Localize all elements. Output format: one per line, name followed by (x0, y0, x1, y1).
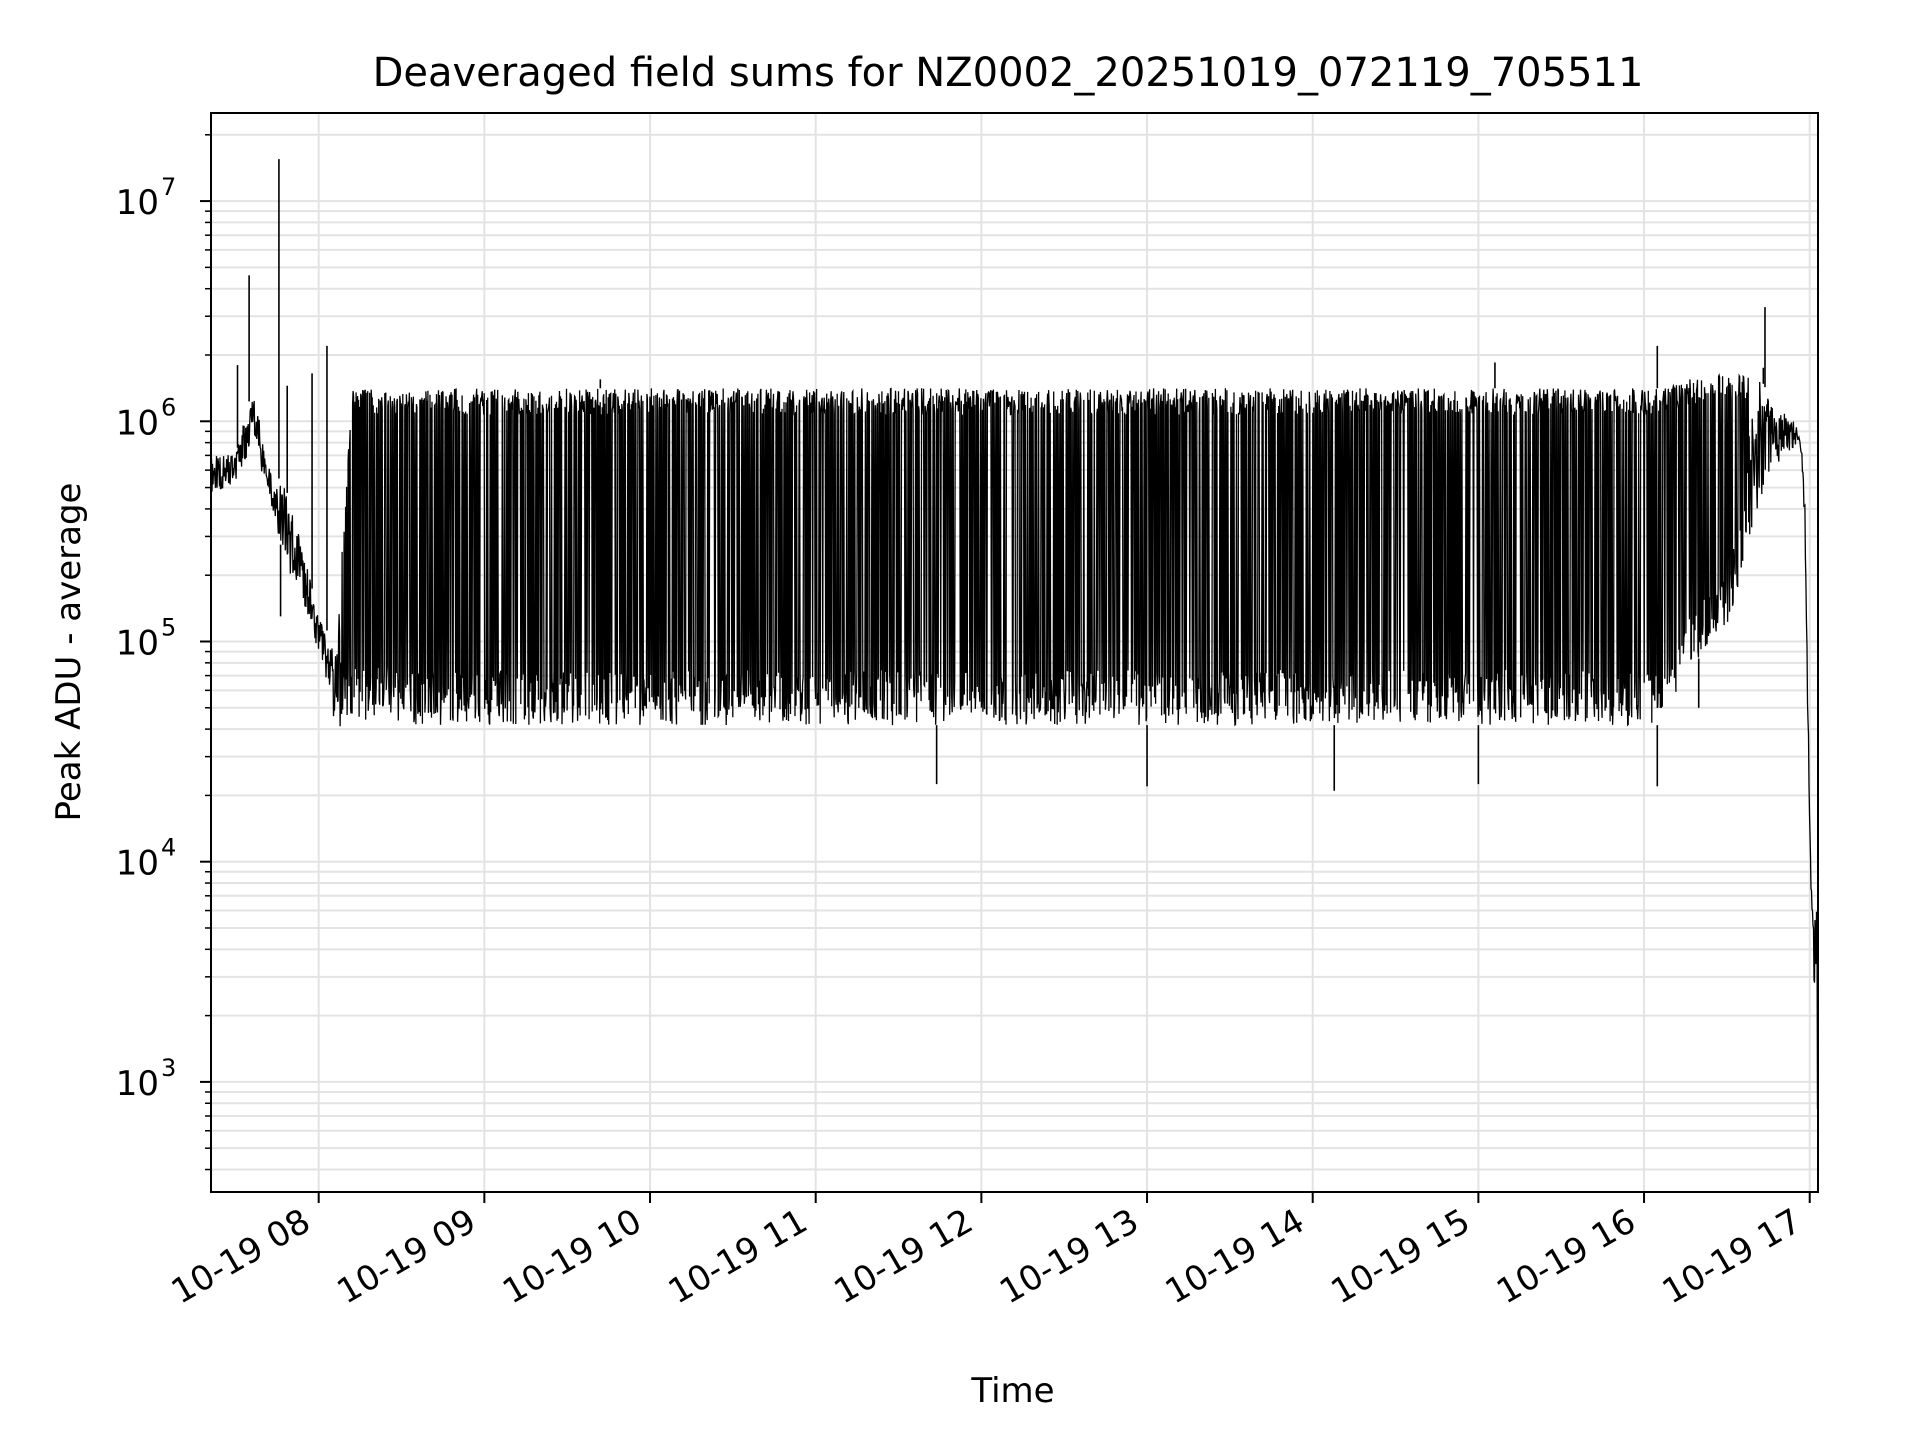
y-tick-label: 10 (116, 1064, 159, 1104)
y-axis-label: Peak ADU - average (49, 483, 89, 822)
series-line (211, 372, 1818, 1110)
y-tick-label: 10 (116, 844, 159, 884)
y-tick-label: 10 (116, 623, 159, 663)
y-tick-base: 10 (116, 403, 159, 443)
y-tick-exponent: 7 (161, 173, 176, 201)
y-tick-base: 10 (116, 1064, 159, 1104)
y-tick-base: 10 (116, 844, 159, 884)
y-tick-base: 10 (116, 623, 159, 663)
chart-title: Deaveraged field sums for NZ0002_2025101… (373, 50, 1644, 96)
y-tick-base: 10 (116, 183, 159, 223)
y-tick-exponent: 3 (161, 1054, 176, 1082)
x-axis-label: Time (970, 1371, 1054, 1411)
plot-frame (210, 112, 1819, 1193)
series-group (211, 159, 1818, 1110)
y-tick-exponent: 5 (161, 613, 176, 641)
y-tick-exponent: 6 (161, 393, 176, 421)
plot-area (211, 159, 1818, 1110)
y-tick-exponent: 4 (161, 834, 176, 862)
y-tick-label: 10 (116, 183, 159, 223)
y-tick-label: 10 (116, 403, 159, 443)
